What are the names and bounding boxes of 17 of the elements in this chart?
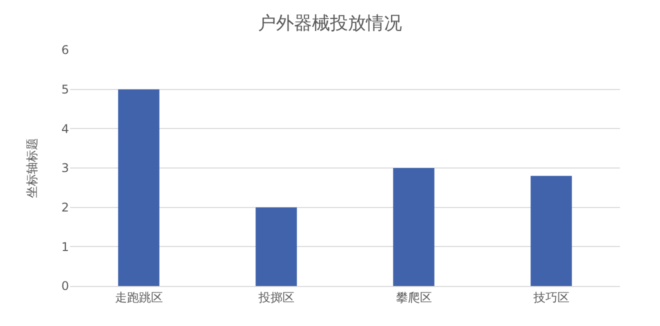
x-tick-label: 走跑跳区: [114, 290, 163, 304]
bar: [530, 176, 572, 286]
bar: [118, 89, 160, 286]
y-tick-label: 0: [61, 279, 69, 294]
y-tick-label: 6: [61, 43, 69, 58]
y-axis-title: 坐标轴标题: [25, 138, 39, 198]
chart-title: 户外器械投放情况: [258, 12, 402, 34]
y-tick-label: 2: [61, 200, 69, 215]
x-tick-label: 投掷区: [257, 290, 294, 304]
x-tick-label: 攀爬区: [396, 290, 432, 304]
bar: [256, 207, 297, 286]
x-tick-label: 技巧区: [532, 290, 570, 304]
bar: [393, 168, 434, 286]
y-tick-label: 1: [61, 240, 69, 254]
y-tick-label: 5: [61, 82, 69, 97]
y-tick-label: 3: [61, 161, 69, 176]
y-tick-label: 4: [61, 122, 69, 136]
